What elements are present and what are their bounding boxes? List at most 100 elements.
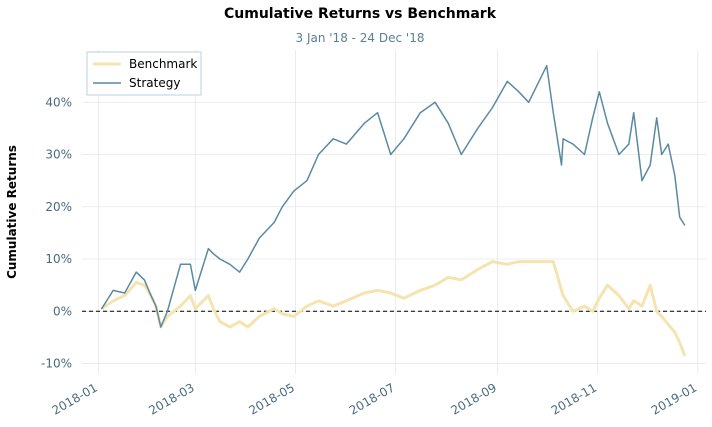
data-point-benchmark — [194, 308, 196, 310]
data-point-strategy — [674, 174, 676, 177]
data-point-strategy — [434, 101, 436, 103]
data-point-benchmark — [641, 305, 643, 307]
data-point-benchmark — [572, 310, 574, 312]
data-point-strategy — [273, 221, 275, 224]
data-point-benchmark — [219, 321, 221, 323]
data-point-strategy — [656, 117, 658, 119]
chart-subtitle: 3 Jan '18 - 24 Dec '18 — [296, 31, 425, 45]
data-point-benchmark — [506, 263, 508, 265]
data-point-benchmark — [207, 295, 210, 297]
legend: Benchmark Strategy — [86, 51, 202, 96]
data-point-benchmark — [247, 326, 249, 328]
data-point-benchmark — [592, 310, 594, 312]
data-point-benchmark — [212, 308, 214, 310]
data-point-benchmark — [363, 292, 366, 294]
data-point-strategy — [212, 253, 214, 255]
data-point-benchmark — [306, 305, 308, 307]
x-tick-label: 2018-05 — [247, 380, 297, 417]
data-point-benchmark — [135, 281, 137, 284]
data-point-strategy — [376, 112, 379, 114]
data-point-benchmark — [560, 289, 563, 291]
data-point-benchmark — [667, 323, 669, 325]
data-point-strategy — [239, 271, 241, 273]
data-point-benchmark — [258, 315, 260, 318]
data-point-benchmark — [661, 315, 663, 318]
y-axis-label: Cumulative Returns — [5, 145, 19, 279]
data-point-benchmark — [179, 305, 182, 307]
data-point-strategy — [606, 122, 609, 124]
legend-label-benchmark: Benchmark — [129, 57, 197, 71]
data-point-benchmark — [434, 284, 436, 286]
data-point-strategy — [166, 310, 168, 312]
data-point-benchmark — [332, 305, 334, 307]
data-point-benchmark — [124, 295, 126, 297]
data-point-benchmark — [552, 261, 554, 263]
data-point-strategy — [194, 289, 196, 291]
x-tick-label: 2018-03 — [146, 380, 196, 417]
series-benchmark — [100, 260, 687, 357]
data-point-benchmark — [143, 284, 145, 286]
data-point-strategy — [560, 164, 563, 166]
data-point-strategy — [546, 65, 548, 67]
data-point-strategy — [258, 237, 260, 239]
y-tick-label: 0% — [53, 304, 72, 318]
data-point-strategy — [506, 80, 508, 82]
data-point-benchmark — [390, 292, 392, 294]
data-point-strategy — [618, 153, 620, 156]
series-strategy — [101, 64, 686, 328]
data-point-strategy — [247, 258, 249, 260]
data-point-benchmark — [460, 279, 462, 281]
data-point-strategy — [649, 164, 651, 166]
data-point-strategy — [633, 112, 635, 114]
y-tick-label: 20% — [45, 200, 72, 214]
grid-layer — [82, 50, 706, 374]
x-tick-label: 2018-09 — [449, 380, 499, 417]
data-point-strategy — [101, 308, 103, 310]
data-point-strategy — [143, 279, 145, 281]
data-point-strategy — [345, 143, 347, 145]
data-point-strategy — [552, 112, 554, 114]
data-point-strategy — [592, 117, 594, 119]
data-point-strategy — [363, 122, 366, 124]
data-point-strategy — [293, 190, 295, 192]
data-point-strategy — [628, 143, 630, 145]
data-point-benchmark — [293, 315, 295, 318]
data-point-strategy — [477, 127, 479, 129]
data-point-benchmark — [518, 261, 520, 263]
data-point-strategy — [332, 138, 334, 140]
data-point-benchmark — [546, 261, 548, 263]
data-point-benchmark — [189, 295, 191, 297]
data-point-benchmark — [317, 300, 320, 302]
data-point-strategy — [317, 153, 320, 156]
data-point-strategy — [491, 106, 494, 109]
data-point-benchmark — [229, 326, 231, 328]
data-point-strategy — [679, 216, 681, 218]
data-point-strategy — [160, 326, 162, 328]
data-point-strategy — [528, 101, 530, 103]
data-point-strategy — [403, 138, 405, 140]
data-point-strategy — [661, 153, 663, 156]
data-point-benchmark — [273, 308, 275, 310]
data-point-strategy — [155, 305, 157, 307]
data-point-benchmark — [656, 310, 658, 312]
data-point-strategy — [667, 143, 669, 145]
data-point-benchmark — [598, 297, 600, 299]
series-layer — [100, 64, 687, 357]
data-point-benchmark — [447, 276, 449, 278]
data-point-strategy — [447, 122, 449, 124]
data-point-benchmark — [606, 284, 609, 286]
y-tick-labels: -10% 0% 10% 20% 30% 40% — [41, 95, 72, 370]
data-point-benchmark — [477, 268, 479, 271]
data-point-strategy — [124, 292, 126, 294]
x-tick-label: 2019-01 — [649, 380, 699, 417]
data-point-benchmark — [674, 331, 676, 333]
data-point-benchmark — [633, 300, 635, 302]
data-point-strategy — [189, 263, 191, 265]
data-point-strategy — [641, 180, 643, 182]
data-point-benchmark — [562, 295, 564, 297]
data-point-benchmark — [628, 308, 630, 310]
y-tick-label: -10% — [41, 357, 72, 371]
data-point-benchmark — [684, 355, 686, 357]
data-point-strategy — [390, 153, 392, 156]
